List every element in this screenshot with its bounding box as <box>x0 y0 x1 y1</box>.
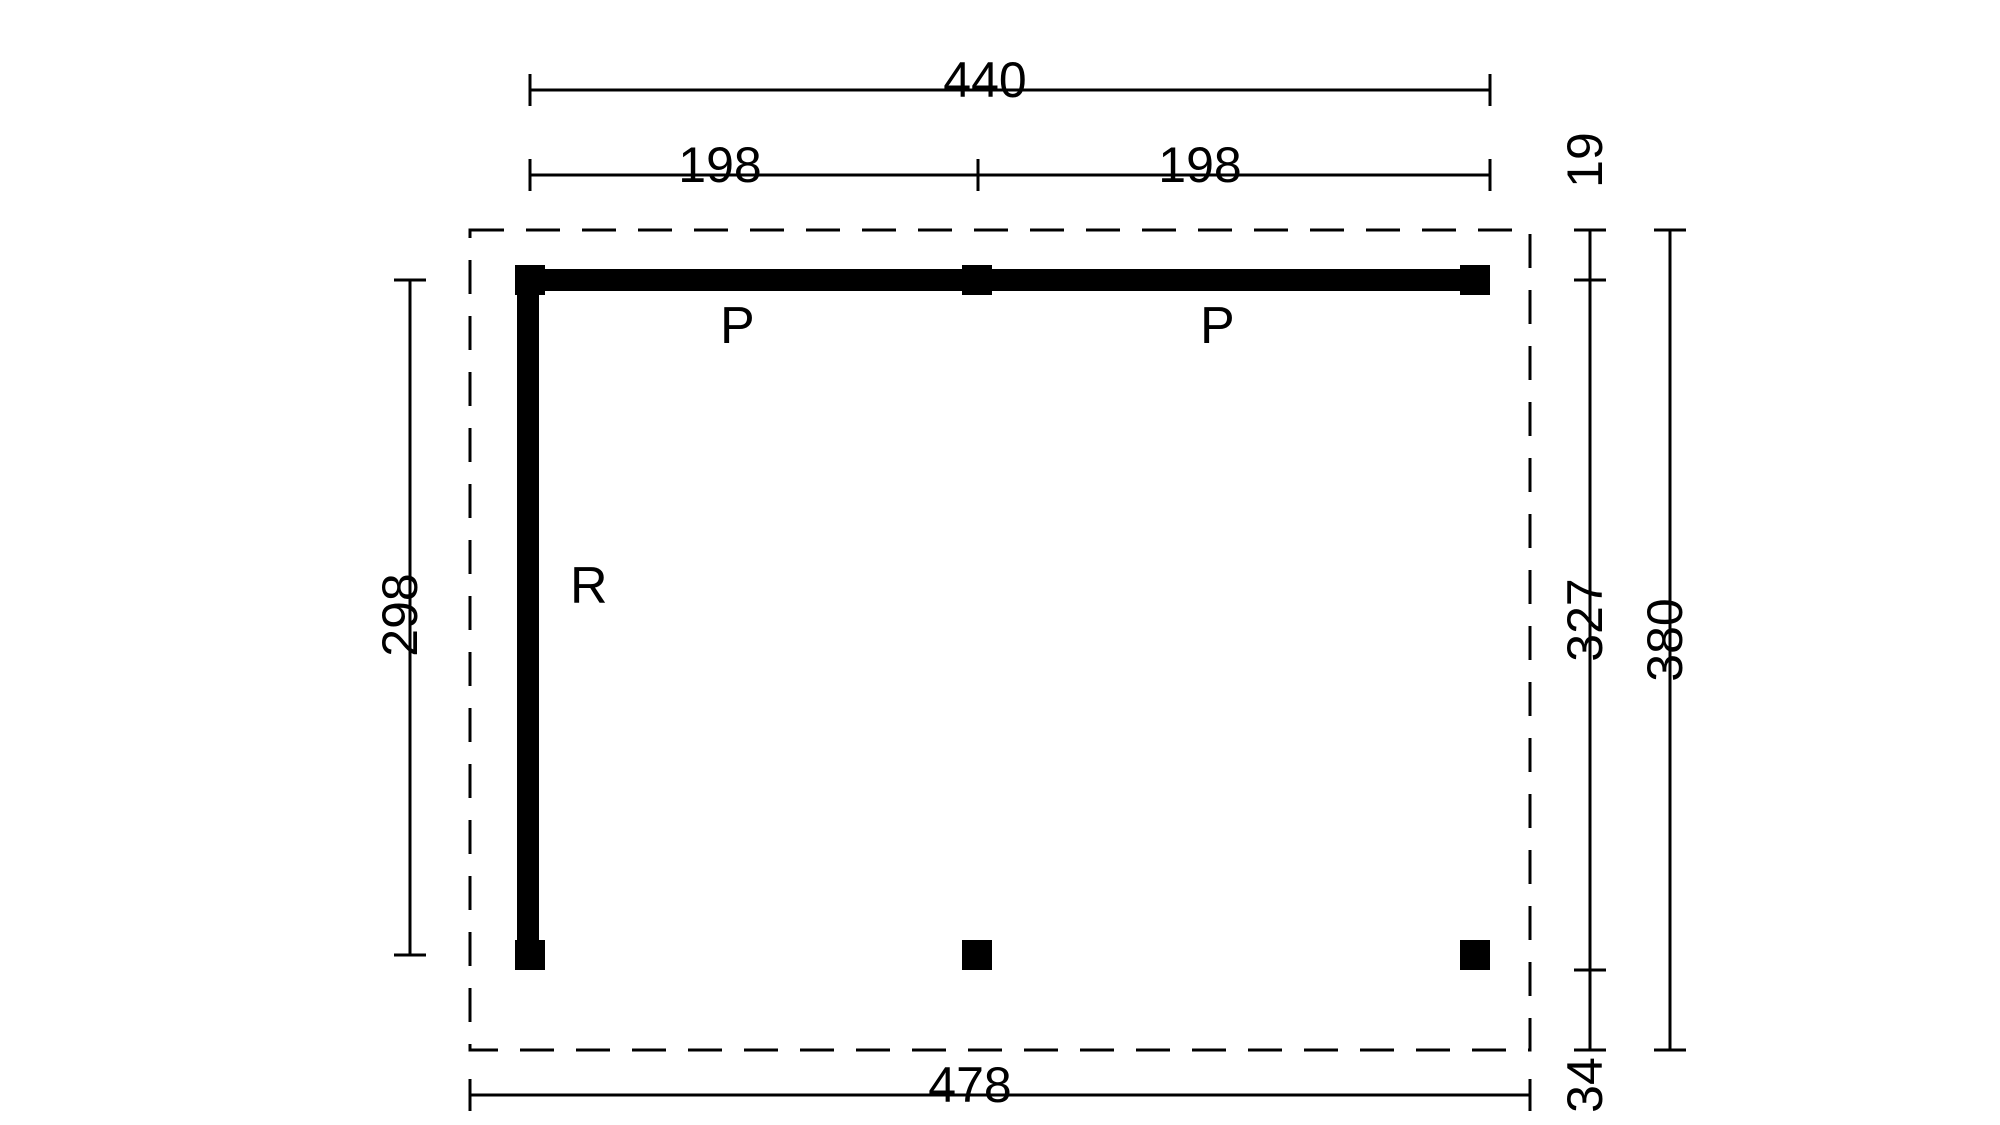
dim-478: 478 <box>928 1060 1011 1110</box>
label-P1: P <box>720 300 755 352</box>
roof-outline <box>470 230 1530 1050</box>
dim-380: 380 <box>1640 598 1690 681</box>
drawing-canvas: 440 198 198 478 298 327 380 19 34 P P R <box>0 0 2000 1125</box>
label-R: R <box>570 560 608 612</box>
posts-group <box>515 265 1490 970</box>
dim-19: 19 <box>1560 132 1610 188</box>
post <box>962 940 992 970</box>
post <box>1460 940 1490 970</box>
dim-198-right: 198 <box>1158 140 1241 190</box>
post <box>1460 265 1490 295</box>
dim-34: 34 <box>1560 1057 1610 1113</box>
dim-440: 440 <box>943 55 1026 105</box>
dim-298: 298 <box>375 573 425 656</box>
post <box>515 265 545 295</box>
post <box>962 265 992 295</box>
post <box>515 940 545 970</box>
label-P2: P <box>1200 300 1235 352</box>
dim-198-left: 198 <box>678 140 761 190</box>
dim-327: 327 <box>1560 578 1610 661</box>
diagram-svg <box>0 0 2000 1125</box>
